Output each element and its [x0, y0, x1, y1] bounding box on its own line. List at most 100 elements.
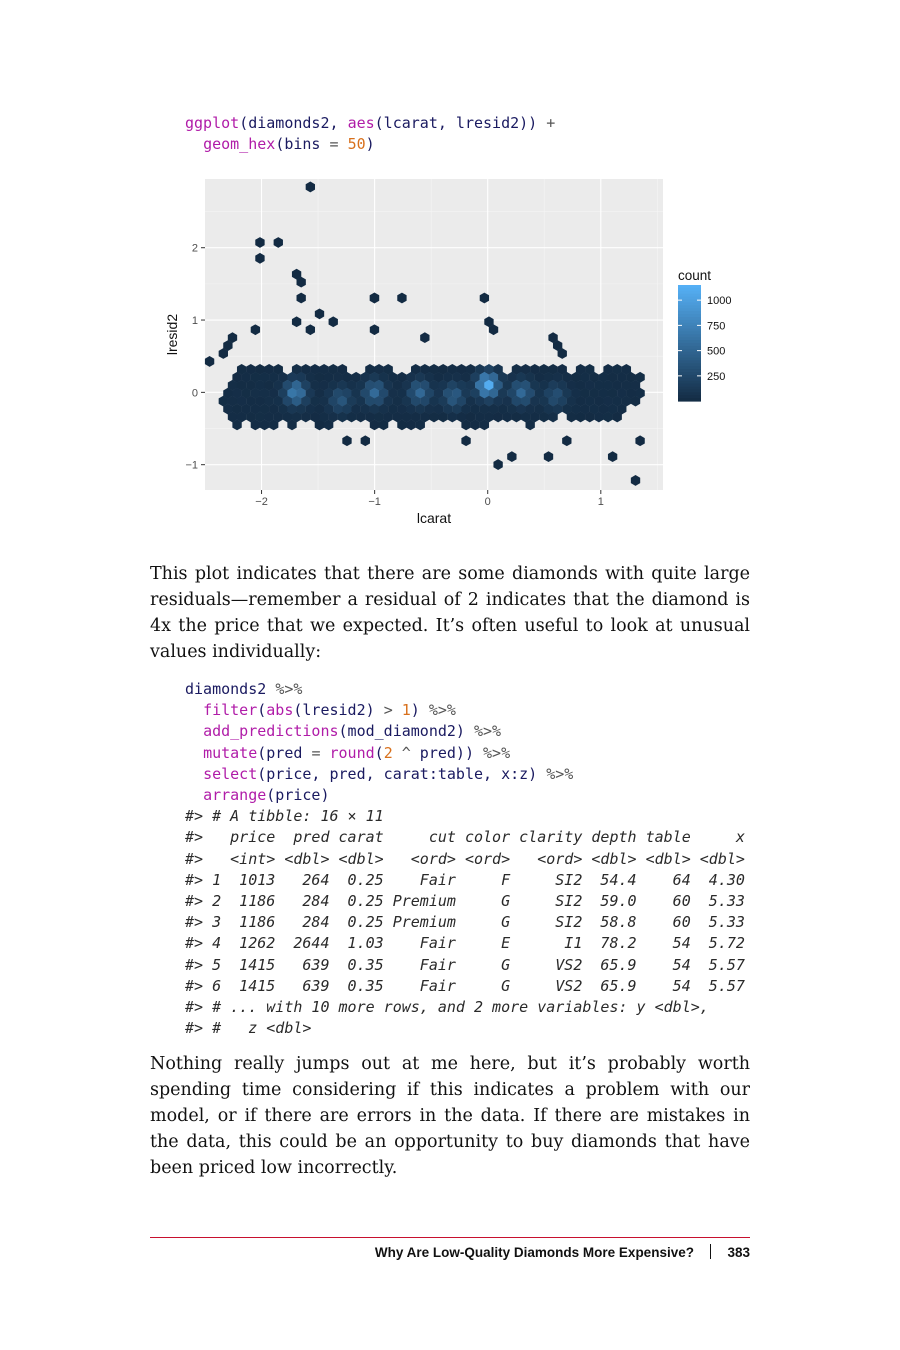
code-block-filter: diamonds2 %>% filter(abs(lresid2) > 1) %…	[185, 679, 745, 1039]
hex-bin	[264, 411, 274, 423]
hex-bin	[603, 411, 613, 423]
y-tick-label: −1	[185, 460, 198, 472]
hex-bin	[438, 363, 448, 375]
hex-bin	[296, 403, 306, 415]
hex-bin	[516, 371, 526, 383]
hex-bin	[342, 435, 352, 447]
hex-bin	[227, 395, 238, 407]
hex-bin	[617, 371, 627, 383]
code-token: mutate	[203, 743, 258, 762]
hex-bin	[273, 237, 283, 248]
hex-bin	[374, 395, 384, 407]
hex-bin	[259, 387, 270, 399]
code-line: geom_hex(bins = 50)	[185, 135, 375, 153]
output-line: #> 1 1013 264 0.25 Fair F SI2 54.4 64 4.…	[185, 870, 745, 889]
hex-bin	[612, 411, 622, 423]
code-token: (pred	[257, 743, 312, 762]
hex-bin	[488, 371, 499, 383]
hex-bin	[392, 379, 403, 391]
hex-bin	[530, 363, 540, 375]
hex-bin	[250, 387, 261, 399]
code-token: geom_hex	[203, 135, 276, 154]
hex-bin	[461, 403, 471, 415]
hex-bin	[598, 371, 609, 383]
hex-bin	[507, 387, 517, 399]
hex-bin	[346, 411, 357, 423]
legend-colorbar-segment	[678, 296, 701, 301]
hex-bin	[603, 363, 613, 375]
hex-bin	[589, 371, 599, 383]
hex-bin	[534, 371, 545, 383]
hex-bin	[479, 371, 490, 383]
hex-bin	[397, 403, 407, 415]
hex-bin	[232, 403, 242, 415]
y-tick-label: 2	[192, 243, 198, 255]
code-token	[185, 786, 203, 804]
hex-bin	[264, 363, 274, 375]
footer-rule	[150, 1237, 750, 1238]
hex-bin	[369, 292, 380, 304]
code-token: %>%	[474, 722, 502, 741]
hex-bin	[314, 419, 325, 431]
legend-label: 500	[707, 346, 725, 358]
code-token	[393, 744, 402, 762]
hex-bin	[630, 379, 641, 391]
hex-bin	[465, 411, 476, 423]
hex-bin	[301, 411, 311, 423]
output-line: #> # A tibble: 16 × 11	[185, 807, 384, 826]
hex-bin	[328, 363, 338, 375]
hex-bin	[429, 379, 439, 391]
hex-bin	[269, 371, 279, 383]
hex-bin	[388, 387, 398, 399]
hex-bin	[488, 324, 499, 336]
hex-bin	[507, 403, 517, 415]
page-number: 383	[727, 1245, 750, 1260]
hex-bin	[241, 403, 251, 415]
legend-label: 1000	[707, 295, 731, 307]
hex-bin	[557, 363, 567, 375]
hex-bin	[291, 379, 302, 391]
hex-bin	[246, 363, 256, 375]
hex-bin	[539, 379, 549, 391]
hex-bin	[493, 379, 503, 391]
legend-colorbar-segment	[678, 383, 701, 388]
hex-bin	[415, 371, 425, 383]
hex-bin	[255, 363, 265, 375]
output-line: #> 6 1415 639 0.35 Fair G VS2 65.9 54 5.…	[185, 976, 745, 995]
hex-bin	[319, 379, 329, 391]
legend-colorbar-segment	[678, 372, 701, 376]
code-token: ggplot	[185, 114, 240, 132]
hex-bin	[548, 411, 558, 423]
hex-bin	[365, 363, 375, 375]
hex-bin	[534, 403, 545, 415]
hex-bin	[461, 371, 471, 383]
hex-bin	[557, 379, 567, 391]
legend-colorbar-segment	[678, 348, 701, 353]
legend-colorbar-segment	[678, 354, 701, 359]
legend-title: count	[678, 268, 711, 283]
hex-bin	[356, 411, 366, 423]
hex-bin	[594, 411, 604, 423]
output-line: #> 4 1262 2644 1.03 Fair E I1 78.2 54 5.…	[185, 934, 745, 953]
hex-bin	[575, 395, 586, 407]
hex-bin	[456, 379, 467, 391]
hex-bin	[525, 371, 535, 383]
x-tick-label: −2	[255, 496, 268, 508]
hex-bin	[310, 411, 320, 423]
hex-bin	[333, 387, 343, 399]
legend-colorbar-segment	[678, 290, 701, 295]
hex-bin	[250, 419, 261, 431]
code-token	[185, 701, 203, 719]
hex-bin	[475, 411, 485, 423]
hex-bin	[479, 419, 490, 431]
legend-colorbar-segment	[678, 345, 701, 350]
hex-bin	[461, 435, 471, 447]
hex-bin	[507, 371, 517, 383]
hex-bin	[406, 371, 416, 383]
hex-bin	[282, 379, 293, 391]
code-token: >	[383, 701, 393, 720]
plot-panel	[205, 179, 663, 490]
legend-colorbar-segment	[678, 293, 701, 298]
hex-bin	[484, 363, 494, 375]
legend-colorbar-segment	[678, 316, 701, 321]
